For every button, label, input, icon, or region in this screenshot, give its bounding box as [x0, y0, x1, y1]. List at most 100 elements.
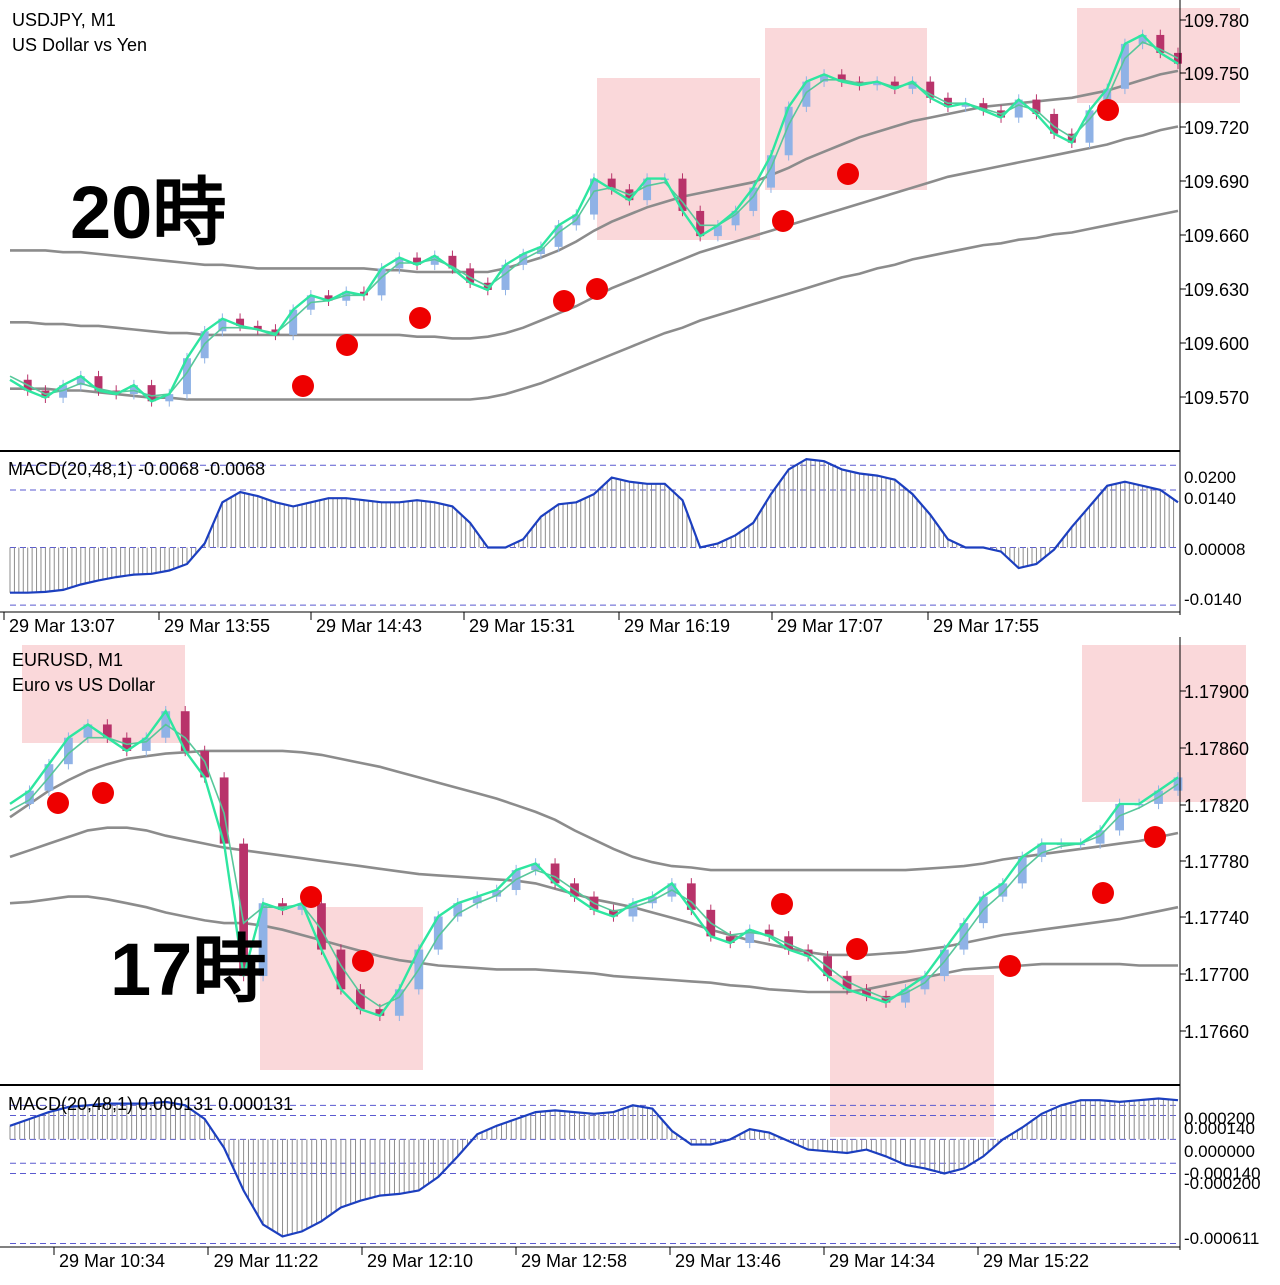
eurusd-candle-body [180, 711, 190, 751]
eurusd-moving-average-1 [9, 723, 1179, 1008]
eurusd-macd-tick-label: -0.000140 [1184, 1164, 1261, 1183]
usdjpy-signal-dot-5 [772, 210, 794, 232]
usdjpy-price-tick-label: 109.600 [1184, 334, 1249, 354]
usdjpy-time-tick-label: 29 Mar 14:43 [316, 616, 422, 636]
eurusd-candle-body [998, 883, 1008, 897]
usdjpy-candle-body [1014, 99, 1023, 118]
usdjpy-candle-body [324, 295, 333, 301]
eurusd-symbol-label: EURUSD, M1 [12, 650, 123, 670]
eurusd-signal-dot-1 [92, 782, 114, 804]
usdjpy-candle-body [802, 81, 811, 107]
eurusd-candle-body [940, 949, 949, 977]
eurusd-candle-body [862, 989, 871, 996]
usdjpy-candle-body [182, 358, 191, 395]
usdjpy-signal-dot-1 [336, 334, 358, 356]
eurusd-candle-body [297, 903, 307, 910]
eurusd-envelope-line-4 [9, 895, 1178, 994]
usdjpy-price-tick-label: 109.690 [1184, 172, 1249, 192]
eurusd-candle-body [25, 790, 34, 804]
usdjpy-candle-body [253, 325, 262, 330]
usdjpy-candle-body [749, 187, 758, 211]
usdjpy-envelope-line-4 [10, 209, 1179, 401]
eurusd-macd-tick-label: -0.000611 [1184, 1229, 1259, 1248]
usdjpy-candle-body [218, 318, 227, 332]
usdjpy-time-tick-label: 29 Mar 17:07 [777, 616, 883, 636]
usdjpy-candle-body [76, 376, 85, 386]
eurusd-price-tick-label: 1.17820 [1184, 796, 1249, 816]
eurusd-price-tick-label: 1.17860 [1184, 739, 1249, 759]
usdjpy-candle-body [94, 376, 103, 391]
usdjpy-candle-body [820, 74, 829, 82]
eurusd-signal-dot-8 [1144, 826, 1166, 848]
eurusd-macd-signal-line [9, 1097, 1179, 1238]
usdjpy-candle-body [607, 178, 616, 190]
usdjpy-candle-body [873, 81, 882, 86]
usdjpy-signal-dot-2 [409, 307, 431, 329]
usdjpy-candle-body [165, 394, 174, 402]
usdjpy-candle-body [466, 268, 475, 283]
usdjpy-macd-tick-label: 0.0200 [1184, 468, 1236, 487]
usdjpy-time-tick-label: 29 Mar 13:55 [164, 616, 270, 636]
usdjpy-candle-body [590, 178, 598, 215]
eurusd-candle-body [336, 949, 346, 990]
eurusd-candle-body [842, 976, 852, 990]
eurusd-highlight-zone-3 [1082, 645, 1246, 802]
eurusd-macd-tick-label: -0.000200 [1184, 1174, 1261, 1193]
usdjpy-candle-body [289, 309, 298, 335]
eurusd-candle-body [531, 863, 540, 871]
usdjpy-price-tick-label: 109.750 [1184, 64, 1249, 84]
eurusd-candle-body [1037, 843, 1047, 857]
eurusd-time-tick-label: 29 Mar 12:58 [521, 1251, 627, 1271]
usdjpy-candle-body [731, 210, 740, 226]
usdjpy-candle-body [413, 257, 422, 265]
eurusd-candle-body [375, 1009, 385, 1016]
usdjpy-price-tick-label: 109.720 [1184, 118, 1249, 138]
eurusd-candle-body [764, 929, 774, 937]
eurusd-price-tick-label: 1.17900 [1184, 682, 1249, 702]
eurusd-macd-tick-label: 0.000140 [1184, 1119, 1255, 1138]
eurusd-signal-dot-4 [771, 893, 793, 915]
usdjpy-candle-body [59, 385, 68, 398]
eurusd-candle-body [317, 903, 326, 950]
eurusd-description-label: Euro vs US Dollar [12, 675, 155, 695]
usdjpy-candle-body [926, 81, 935, 98]
eurusd-candle-body [472, 896, 482, 904]
usdjpy-moving-average-0 [9, 33, 1179, 403]
usdjpy-candle-body [678, 178, 687, 211]
usdjpy-time-tick-label: 29 Mar 17:55 [933, 616, 1039, 636]
usdjpy-candle-body [908, 81, 917, 89]
usdjpy-signal-dot-0 [292, 375, 314, 397]
usdjpy-candle-body [129, 385, 138, 395]
usdjpy-candle-body [147, 385, 156, 402]
eurusd-candle-body [901, 989, 910, 1003]
eurusd-hour-annotation: 17時 [110, 928, 266, 1011]
usdjpy-signal-dot-7 [1097, 99, 1119, 121]
eurusd-signal-dot-3 [352, 950, 374, 972]
usdjpy-candle-body [784, 106, 793, 156]
eurusd-time-tick-label: 29 Mar 10:34 [59, 1251, 165, 1271]
eurusd-candle-body [64, 737, 73, 765]
eurusd-price-tick-label: 1.17740 [1184, 908, 1249, 928]
eurusd-candle-body [394, 989, 404, 1016]
eurusd-candle-body [725, 936, 735, 943]
usdjpy-candle-body [766, 155, 775, 188]
eurusd-candle-body [433, 916, 443, 950]
eurusd-highlight-zone-2 [830, 975, 994, 1137]
eurusd-price-tick-label: 1.17780 [1184, 852, 1249, 872]
eurusd-price-tick-label: 1.17700 [1184, 965, 1249, 985]
usdjpy-symbol-label: USDJPY, M1 [12, 10, 116, 30]
eurusd-macd-tick-label: 0.000000 [1184, 1142, 1255, 1161]
usdjpy-candle-body [1120, 43, 1129, 89]
eurusd-candle-body [102, 724, 112, 738]
usdjpy-candle-body [961, 103, 970, 107]
usdjpy-price-tick-label: 109.780 [1184, 11, 1249, 31]
usdjpy-signal-dot-3 [553, 290, 575, 312]
eurusd-candle-body [83, 724, 93, 738]
eurusd-candle-body [609, 909, 618, 917]
usdjpy-candle-body [430, 255, 439, 265]
usdjpy-candle-body [377, 268, 386, 296]
eurusd-signal-dot-2 [300, 886, 322, 908]
usdjpy-candle-body [696, 210, 705, 237]
